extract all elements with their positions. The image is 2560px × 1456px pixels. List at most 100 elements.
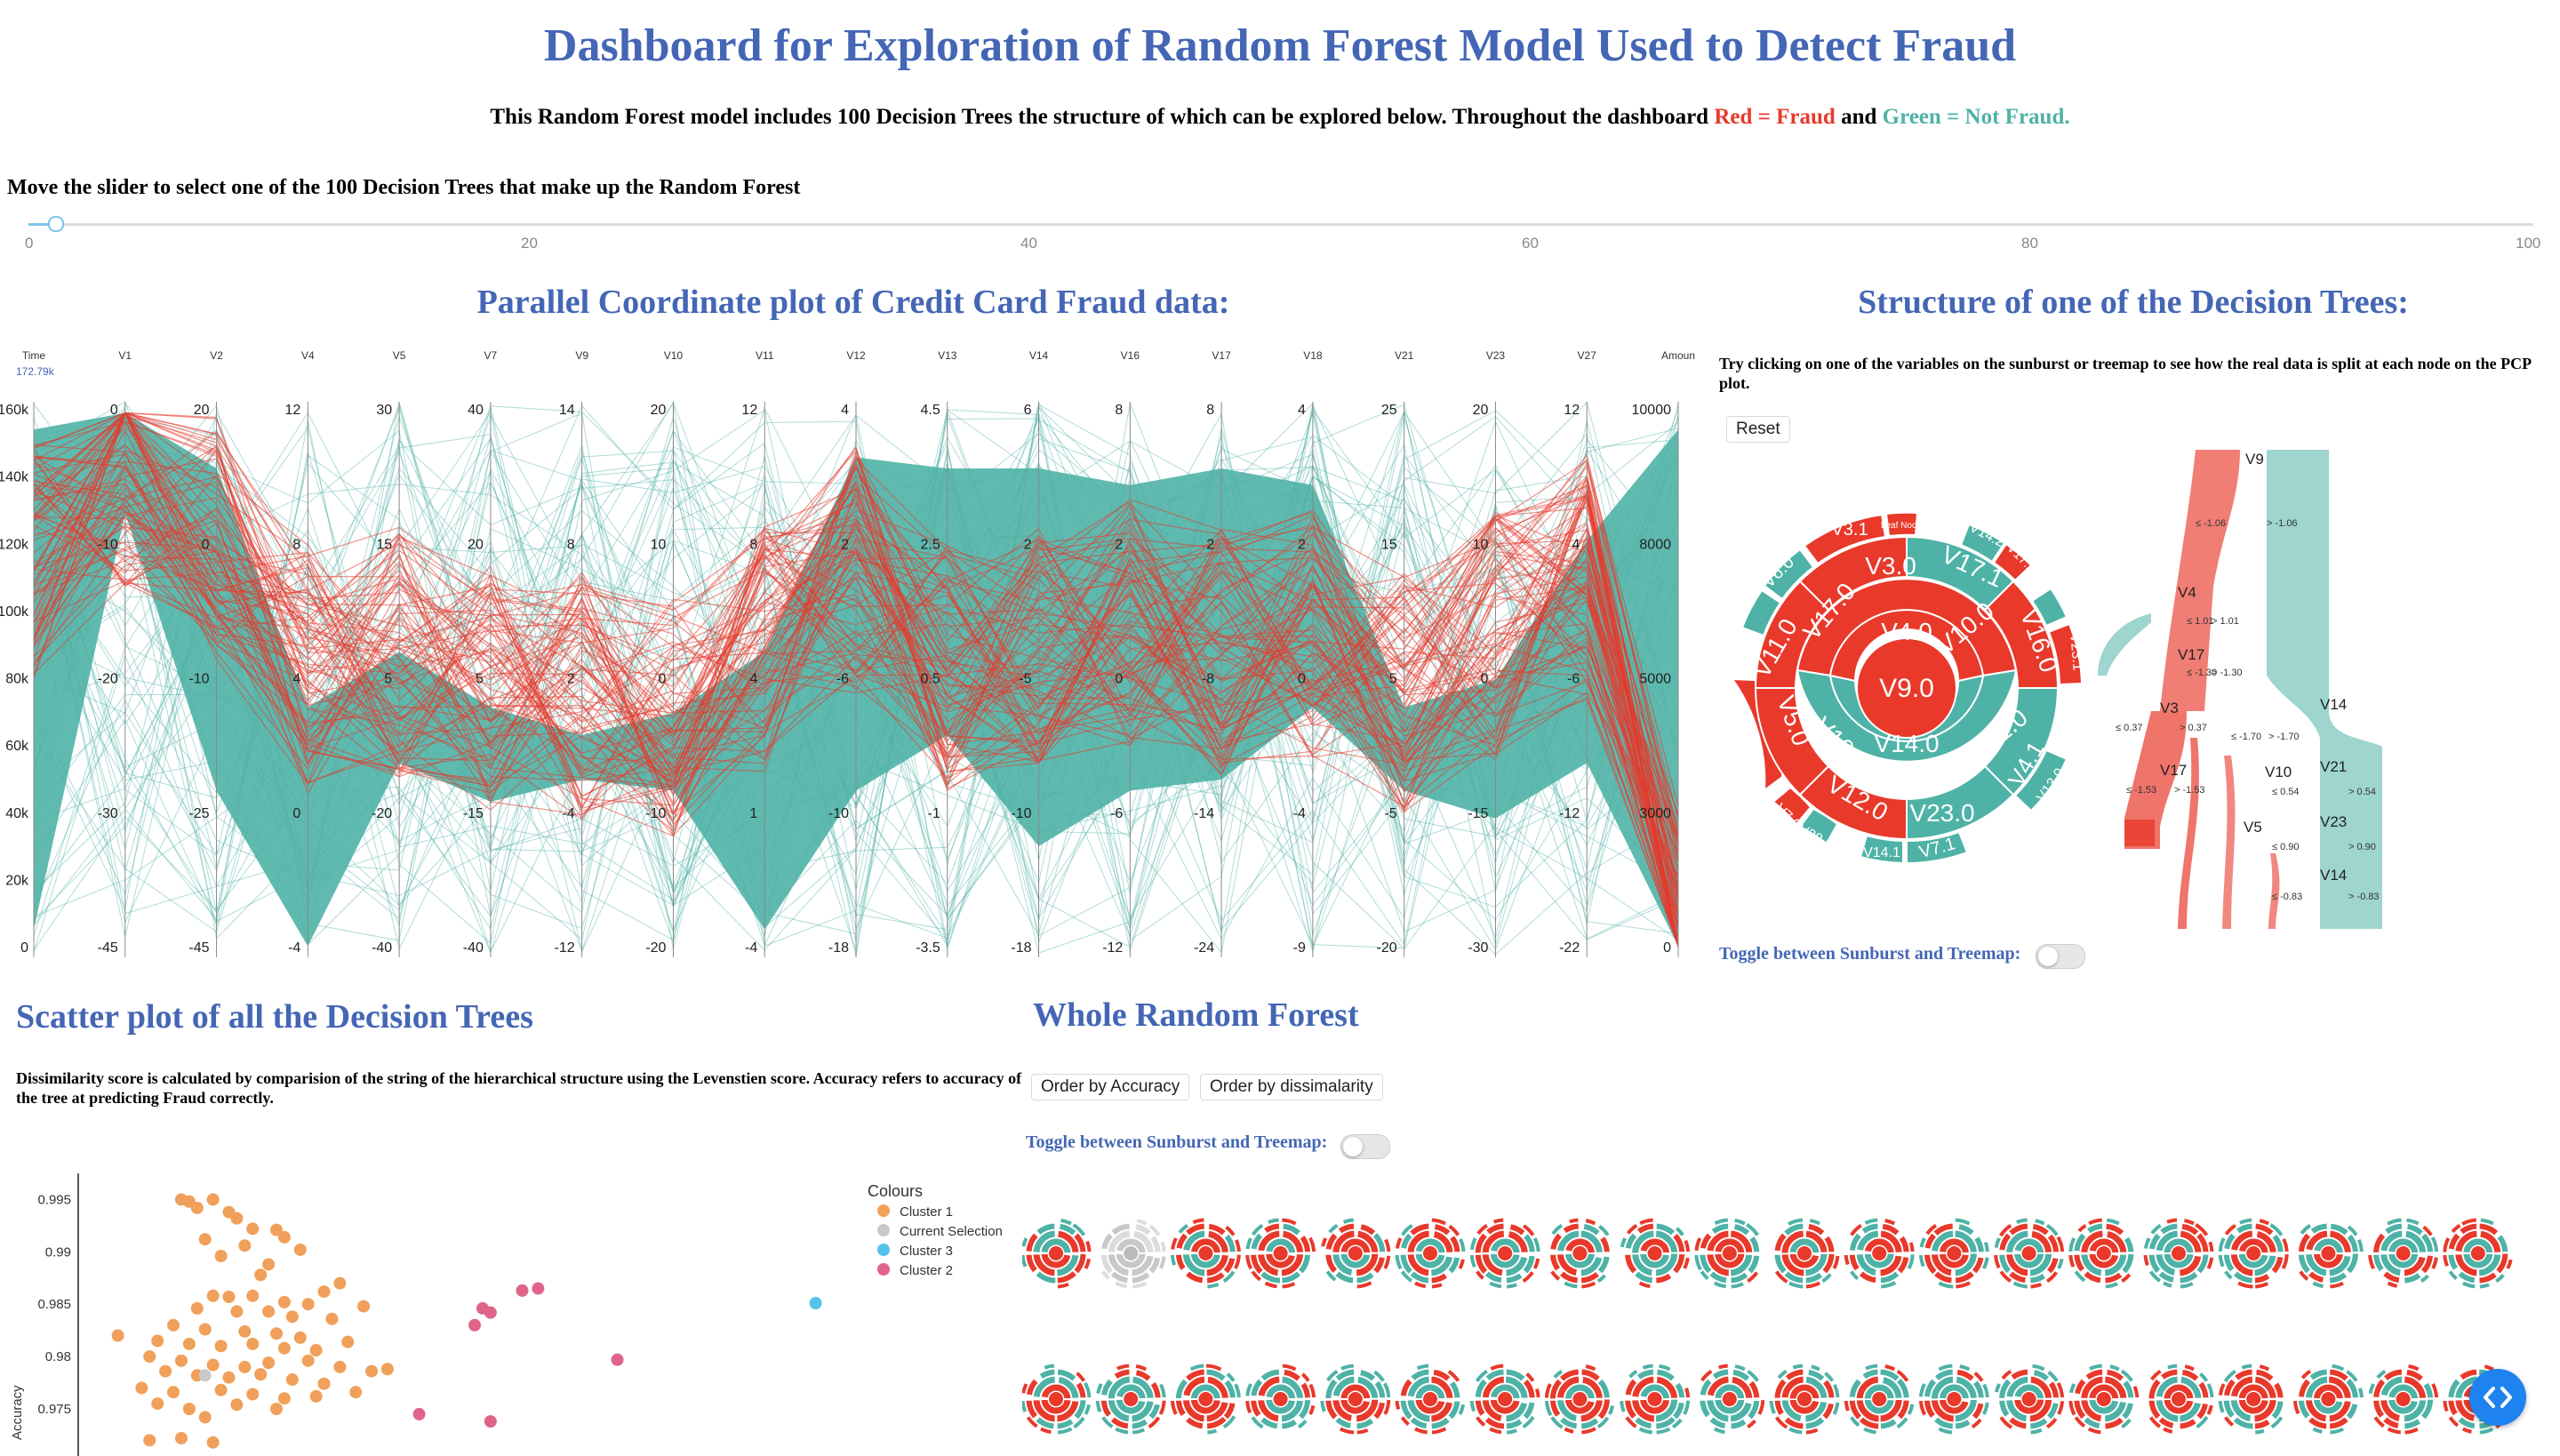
scatter-point[interactable] <box>309 1344 323 1357</box>
sunburst-seg[interactable] <box>1772 786 1812 826</box>
sunburst-seg[interactable] <box>1959 523 2006 564</box>
scatter-point[interactable] <box>301 1354 315 1367</box>
scatter-point[interactable] <box>285 1373 299 1387</box>
scatter-point[interactable] <box>301 1298 315 1311</box>
code-toggle-button[interactable] <box>2469 1369 2526 1426</box>
sankey-leaf[interactable] <box>2124 820 2155 846</box>
sankey-node-label[interactable]: V17 <box>2160 762 2187 779</box>
sunburst-seg[interactable] <box>1859 834 1904 865</box>
scatter-point[interactable] <box>365 1364 379 1378</box>
scatter-point[interactable] <box>135 1381 148 1395</box>
scatter-point[interactable] <box>270 1403 283 1415</box>
sankey-node-label[interactable]: V5 <box>2244 819 2262 836</box>
scatter-point[interactable] <box>293 1243 307 1256</box>
scatter-point[interactable] <box>151 1334 164 1348</box>
scatter-point[interactable] <box>309 1389 323 1403</box>
scatter-point[interactable] <box>484 1415 497 1428</box>
scatter-point[interactable] <box>246 1289 260 1302</box>
sunburst-center[interactable] <box>1856 637 1957 739</box>
sankey-flow[interactable] <box>2178 738 2199 929</box>
scatter-point[interactable] <box>174 1354 188 1367</box>
scatter-point[interactable] <box>341 1335 355 1348</box>
scatter-point[interactable] <box>198 1323 212 1336</box>
scatter-point[interactable] <box>516 1284 529 1297</box>
sunburst-seg[interactable] <box>1992 542 2033 582</box>
legend-marker[interactable] <box>877 1244 890 1256</box>
scatter-point[interactable] <box>809 1297 822 1310</box>
sankey-node-label[interactable]: V14 <box>2320 867 2347 884</box>
scatter-point[interactable] <box>333 1276 347 1290</box>
scatter-point[interactable] <box>174 1431 188 1444</box>
sunburst-seg[interactable] <box>1803 513 1887 565</box>
scatter-point[interactable] <box>206 1289 220 1302</box>
order-by-dissimilarity-button[interactable]: Order by dissimalarity <box>1200 1074 1383 1100</box>
scatter-point[interactable] <box>182 1337 196 1350</box>
scatter-point[interactable] <box>254 1368 268 1381</box>
scatter-point[interactable] <box>333 1360 347 1373</box>
scatter-point[interactable] <box>190 1301 204 1315</box>
scatter-point[interactable] <box>380 1363 394 1376</box>
scatter-point[interactable] <box>230 1212 244 1225</box>
scatter-point[interactable] <box>238 1360 252 1373</box>
sankey-node-label[interactable]: V4 <box>2178 584 2196 601</box>
legend-entry[interactable]: Cluster 1 <box>900 1204 953 1220</box>
sunburst-seg[interactable] <box>1763 548 1815 601</box>
reset-button[interactable]: Reset <box>1726 416 1790 443</box>
scatter-point[interactable] <box>262 1258 276 1271</box>
scatter-point[interactable] <box>167 1318 180 1332</box>
scatter-point[interactable] <box>277 1392 291 1405</box>
toggle-knob[interactable] <box>1343 1137 1363 1156</box>
sankey-flow[interactable] <box>2160 450 2240 711</box>
scatter-point[interactable] <box>317 1285 331 1299</box>
scatter-point[interactable] <box>254 1268 268 1282</box>
order-by-accuracy-button[interactable]: Order by Accuracy <box>1031 1074 1190 1100</box>
scatter-point[interactable] <box>277 1295 291 1308</box>
scatter-point[interactable] <box>222 1290 236 1303</box>
sunburst-seg[interactable] <box>2013 748 2068 812</box>
scatter-point[interactable] <box>214 1250 228 1263</box>
slider-track[interactable] <box>28 223 2533 226</box>
scatter-point[interactable] <box>151 1397 164 1411</box>
sankey-flow[interactable] <box>2267 450 2382 929</box>
scatter-point[interactable] <box>238 1324 252 1338</box>
sankey-node-label[interactable]: V3 <box>2160 700 2179 716</box>
scatter-point[interactable] <box>206 1358 220 1372</box>
scatter-point[interactable] <box>468 1318 481 1332</box>
scatter-point[interactable] <box>214 1340 228 1353</box>
scatter-point[interactable] <box>190 1201 204 1214</box>
sankey-node-label[interactable]: V9 <box>2245 451 2264 468</box>
scatter-point[interactable] <box>246 1337 260 1350</box>
tree-toggle-switch[interactable] <box>2036 944 2085 969</box>
scatter-point[interactable] <box>246 1388 260 1401</box>
legend-marker[interactable] <box>877 1204 890 1217</box>
sankey-flow[interactable] <box>2268 853 2280 929</box>
scatter-point[interactable] <box>412 1407 426 1420</box>
sunburst-seg[interactable] <box>1906 830 1969 865</box>
sankey-node-label[interactable]: V23 <box>2320 813 2347 830</box>
sankey-node-label[interactable]: V17 <box>2178 646 2204 663</box>
scatter-point[interactable] <box>206 1193 220 1206</box>
scatter-point[interactable] <box>262 1356 276 1370</box>
scatter-point[interactable] <box>357 1300 371 1313</box>
sunburst-seg[interactable] <box>1740 588 1782 637</box>
scatter-point[interactable] <box>222 1371 236 1384</box>
toggle-knob[interactable] <box>2038 947 2058 966</box>
scatter-point[interactable] <box>325 1312 339 1325</box>
scatter-point[interactable] <box>238 1239 252 1252</box>
legend-marker[interactable] <box>877 1224 890 1236</box>
sunburst-seg[interactable] <box>2030 587 2068 628</box>
scatter-point[interactable] <box>182 1403 196 1415</box>
scatter-point[interactable] <box>167 1386 180 1399</box>
tree-slider[interactable] <box>28 216 2533 232</box>
sankey-flow[interactable] <box>2222 756 2236 929</box>
scatter-point[interactable] <box>111 1329 124 1342</box>
scatter-point[interactable] <box>230 1305 244 1318</box>
scatter-point[interactable] <box>270 1327 283 1340</box>
forest-sunbursts[interactable] <box>1022 1202 2551 1456</box>
scatter-point[interactable] <box>206 1436 220 1449</box>
scatter-point[interactable] <box>159 1364 172 1378</box>
scatter-point[interactable] <box>532 1282 545 1295</box>
scatter-point[interactable] <box>214 1383 228 1396</box>
legend-entry[interactable]: Cluster 3 <box>900 1244 953 1259</box>
scatter-point[interactable] <box>198 1411 212 1424</box>
